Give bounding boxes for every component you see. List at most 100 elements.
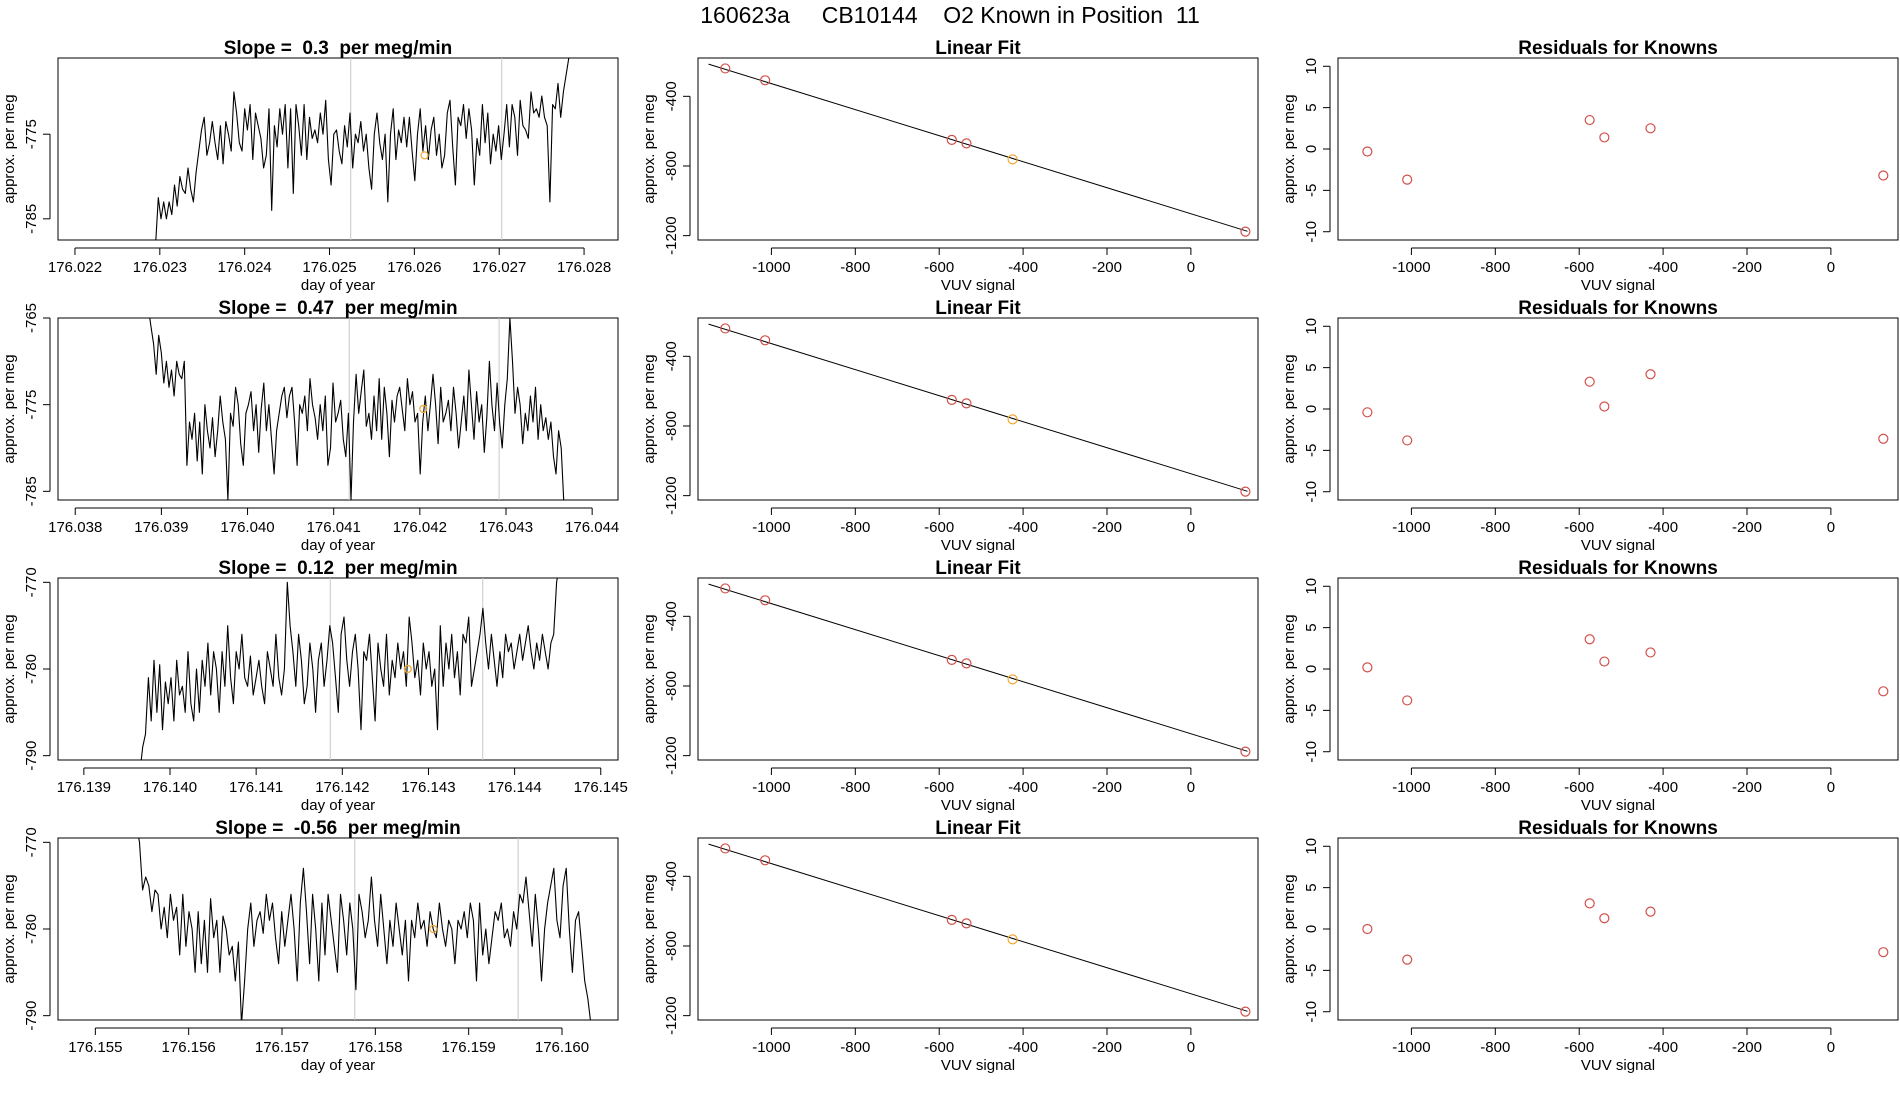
data-point [1240, 746, 1251, 757]
data-point [1645, 906, 1656, 917]
plot-area [1362, 369, 1889, 446]
x-tick-label: -600 [1564, 519, 1594, 536]
plot-area [155, 58, 570, 240]
x-axis-label: VUV signal [941, 797, 1015, 814]
x-tick-label: 0 [1827, 259, 1835, 276]
y-tick-label: -1200 [663, 476, 680, 514]
time-series-1: Slope = 0.3 per meg/min 176.022 176.023 176… [1, 38, 619, 294]
x-tick-label: 176.027 [472, 259, 526, 276]
data-point [1599, 913, 1610, 924]
x-tick-label: 0 [1187, 779, 1195, 796]
x-tick-label: 0 [1187, 259, 1195, 276]
x-tick-label: -600 [924, 259, 954, 276]
mean-marker [419, 404, 428, 414]
plot-area [138, 838, 591, 1020]
x-tick-label: -600 [924, 1039, 954, 1056]
y-axis-label: approx. per meg [641, 614, 658, 723]
data-point [1645, 123, 1656, 134]
data-point [1599, 401, 1610, 412]
fit-line [708, 63, 1248, 232]
x-axis-label: VUV signal [1581, 537, 1655, 554]
plot-area [708, 323, 1251, 497]
plot-frame [697, 317, 1259, 501]
x-tick-label: 176.145 [574, 779, 628, 796]
mean-marker [403, 664, 412, 674]
x-tick-label: -400 [1008, 259, 1038, 276]
x-tick-label: 176.041 [307, 519, 361, 536]
x-tick-label: -400 [1648, 779, 1678, 796]
x-tick-label: 176.043 [479, 519, 533, 536]
y-tick-label: -790 [23, 1001, 40, 1031]
data-point [1584, 114, 1595, 126]
y-tick-label: -5 [1303, 964, 1320, 977]
residuals-1: Residuals for Knowns-1000 -800 -600 -400 -20… [1281, 38, 1899, 294]
data-point [1402, 435, 1413, 446]
x-tick-label: 0 [1827, 779, 1835, 796]
y-tick-label: -1200 [663, 996, 680, 1034]
panel-title: Residuals for Knowns [1518, 298, 1718, 319]
x-axis-label: VUV signal [1581, 797, 1655, 814]
time-series-2: Slope = 0.47 per meg/min 176.038 176.039 17… [1, 298, 619, 554]
plot-area [708, 583, 1251, 757]
plot-frame [1337, 317, 1899, 501]
x-axis-label: day of year [301, 537, 375, 554]
y-tick-label: -800 [663, 671, 680, 701]
y-tick-label: 0 [1303, 145, 1320, 153]
data-point [1007, 154, 1018, 165]
x-tick-label: -1000 [1392, 519, 1430, 536]
series-line [155, 58, 570, 240]
plot-frame [57, 577, 619, 761]
x-tick-label: 0 [1187, 519, 1195, 536]
mean-marker [429, 924, 438, 934]
x-tick-label: 176.026 [387, 259, 441, 276]
y-tick-label: -790 [23, 741, 40, 771]
data-point [1362, 923, 1373, 935]
panel-title: Residuals for Knowns [1518, 818, 1718, 839]
y-tick-label: -785 [23, 204, 40, 234]
linear-fit-3: Linear Fit -1000 -800 -600 -400 -200 0 VUV sign… [641, 558, 1259, 814]
data-point [1240, 1006, 1251, 1017]
x-tick-label: -400 [1008, 519, 1038, 536]
y-tick-label: 5 [1303, 103, 1320, 111]
data-point [946, 394, 957, 405]
y-axis-label: approx. per meg [1, 94, 18, 203]
data-point [961, 918, 972, 929]
x-tick-label: -800 [1480, 1039, 1510, 1056]
data-point [1584, 898, 1595, 909]
y-tick-label: -775 [23, 119, 40, 149]
data-point [946, 134, 957, 145]
data-point [720, 63, 731, 74]
data-point [961, 398, 972, 409]
x-tick-label: 0 [1827, 1039, 1835, 1056]
panel-title: Linear Fit [935, 298, 1021, 319]
residuals-3: Residuals for Knowns-1000 -800 -600 -400 -20… [1281, 558, 1899, 814]
data-point [760, 855, 771, 866]
x-tick-label: -600 [1564, 259, 1594, 276]
x-tick-label: 176.028 [557, 259, 611, 276]
x-tick-label: 176.139 [57, 779, 111, 796]
linear-fit-1: Linear Fit -1000 -800 -600 -400 -200 0 VUV sign… [641, 38, 1259, 294]
y-tick-label: -775 [23, 390, 40, 420]
x-tick-label: -400 [1648, 519, 1678, 536]
data-point [1878, 947, 1889, 958]
y-tick-label: -400 [663, 601, 680, 631]
y-tick-label: 10 [1303, 838, 1320, 855]
panel-title: Slope = 0.3 per meg/min [224, 38, 453, 59]
plot-frame [1337, 57, 1899, 241]
plot-area [708, 843, 1251, 1017]
plot-area [149, 318, 565, 500]
y-axis-label: approx. per meg [1, 614, 18, 723]
y-axis-label: approx. per meg [641, 354, 658, 463]
x-tick-label: -600 [1564, 779, 1594, 796]
y-tick-label: -800 [663, 411, 680, 441]
data-point [1007, 674, 1018, 685]
y-tick-label: 0 [1303, 665, 1320, 673]
data-point [760, 75, 771, 86]
x-tick-label: -200 [1092, 779, 1122, 796]
y-axis-label: approx. per meg [1281, 94, 1298, 203]
data-point [1584, 376, 1595, 387]
x-tick-label: -1000 [752, 1039, 790, 1056]
x-tick-label: -800 [1480, 259, 1510, 276]
data-point [1584, 634, 1595, 645]
